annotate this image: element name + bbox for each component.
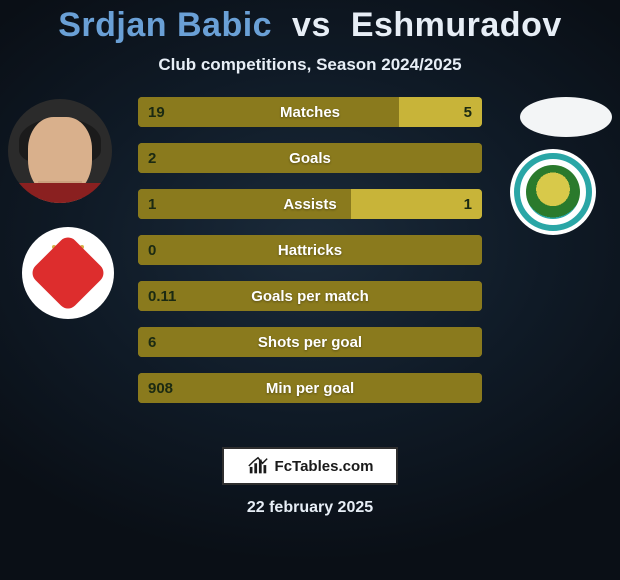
player1-club-badge [22,227,114,319]
subtitle: Club competitions, Season 2024/2025 [0,55,620,75]
stat-label: Assists [138,189,482,219]
stat-row: 0Hattricks [138,235,482,265]
comparison-title: Srdjan Babic vs Eshmuradov [0,6,620,45]
date-text: 22 february 2025 [0,499,620,517]
stat-row: 6Shots per goal [138,327,482,357]
stat-label: Goals per match [138,281,482,311]
stat-label: Goals [138,143,482,173]
brand-badge: FcTables.com [222,447,398,485]
player2-club-badge [510,149,596,235]
stat-bars: 195Matches 2Goals 11Assists 0Hattricks 0.11G… [138,97,482,419]
player2-name: Eshmuradov [351,6,562,44]
stat-row: 908Min per goal [138,373,482,403]
stat-label: Min per goal [138,373,482,403]
stat-row: 11Assists [138,189,482,219]
player1-avatar [8,99,112,203]
stat-row: 0.11Goals per match [138,281,482,311]
stat-label: Matches [138,97,482,127]
player2-avatar [520,97,612,137]
brand-text: FcTables.com [275,458,374,475]
chart-icon [247,455,269,477]
stat-label: Shots per goal [138,327,482,357]
stat-row: 195Matches [138,97,482,127]
comparison-arena: 195Matches 2Goals 11Assists 0Hattricks 0.11G… [0,97,620,427]
vs-label: vs [292,6,331,44]
stat-label: Hattricks [138,235,482,265]
stat-row: 2Goals [138,143,482,173]
player1-name: Srdjan Babic [58,6,272,44]
